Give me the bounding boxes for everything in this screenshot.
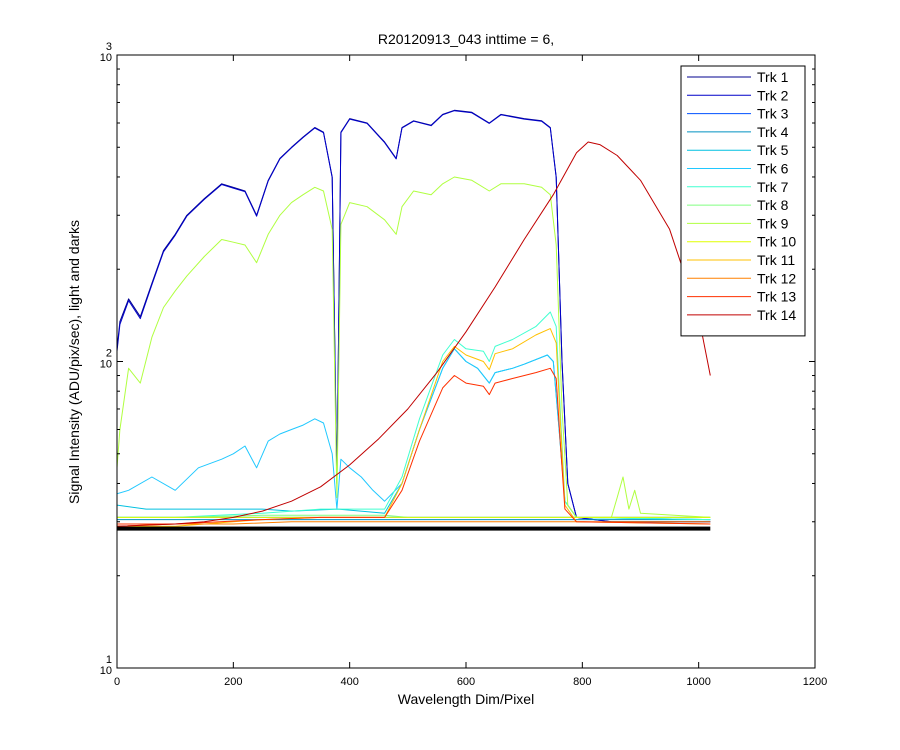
y-tick-label-exponent: 1 xyxy=(106,654,112,666)
x-tick-label: 0 xyxy=(114,676,120,688)
y-axis-label: Signal Intensity (ADU/pix/sec), light an… xyxy=(66,220,82,504)
series-group xyxy=(117,109,711,527)
legend-label-3: Trk 3 xyxy=(757,106,789,122)
x-axis-label: Wavelength Dim/Pixel xyxy=(398,691,534,707)
dark-frames-band xyxy=(117,526,711,531)
series-line-2 xyxy=(117,110,711,523)
y-tick-label-base: 10 xyxy=(100,665,112,677)
legend-label-9: Trk 9 xyxy=(757,215,789,231)
legend: Trk 1 Trk 2 Trk 3 Trk 4 Trk 5 Trk 6 Trk 7 Trk 8… xyxy=(680,65,806,337)
legend-label-2: Trk 2 xyxy=(757,87,789,103)
legend-label-8: Trk 8 xyxy=(757,197,789,213)
legend-label-1: Trk 1 xyxy=(757,69,789,85)
legend-label-10: Trk 10 xyxy=(757,234,796,250)
legend-label-4: Trk 4 xyxy=(757,124,789,140)
legend-label-12: Trk 12 xyxy=(757,270,796,286)
series-line-14 xyxy=(117,141,711,527)
series-line-13 xyxy=(117,367,711,525)
x-tick-label: 400 xyxy=(340,676,358,688)
y-tick-label-exponent: 2 xyxy=(106,348,112,360)
x-tick-label: 200 xyxy=(224,676,242,688)
dark-floor-group xyxy=(117,526,711,531)
y-tick-label-base: 10 xyxy=(100,52,112,64)
chart-title: R20120913_043 inttime = 6, xyxy=(378,31,554,47)
series-line-12 xyxy=(117,521,711,527)
legend-label-6: Trk 6 xyxy=(757,161,789,177)
series-line-9 xyxy=(117,176,711,518)
x-tick-label: 600 xyxy=(457,676,475,688)
x-tick-label: 800 xyxy=(573,676,591,688)
legend-label-7: Trk 7 xyxy=(757,179,789,195)
legend-label-13: Trk 13 xyxy=(757,289,796,305)
y-tick-label-exponent: 3 xyxy=(106,41,112,53)
legend-box xyxy=(680,65,806,337)
series-line-6 xyxy=(117,348,711,521)
x-tick-label: 1000 xyxy=(686,676,710,688)
legend-label-14: Trk 14 xyxy=(757,307,796,323)
series-line-7 xyxy=(117,311,711,521)
legend-label-11: Trk 11 xyxy=(757,252,795,268)
y-tick-label-base: 10 xyxy=(100,359,112,371)
legend-label-5: Trk 5 xyxy=(757,142,789,158)
x-tick-label: 1200 xyxy=(803,676,827,688)
